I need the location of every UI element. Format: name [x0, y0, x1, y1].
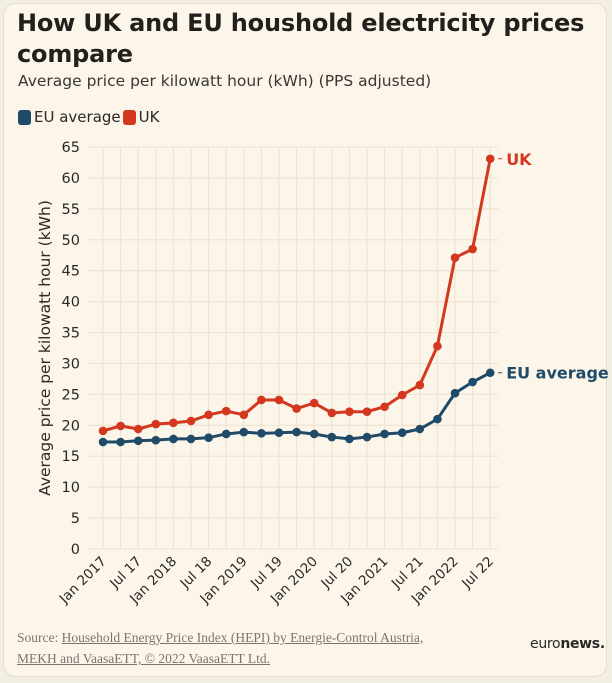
data-point-eu-average[interactable]: [98, 437, 108, 447]
data-point-uk[interactable]: [292, 404, 301, 413]
y-tick-label: 65: [62, 140, 80, 156]
data-point-eu-average[interactable]: [292, 427, 301, 437]
y-tick-label: 40: [62, 295, 80, 311]
data-point-uk[interactable]: [133, 424, 143, 434]
x-tick-label: Jul 22: [458, 554, 497, 593]
data-point-uk[interactable]: [98, 426, 108, 436]
series-eu-average: EU average: [98, 364, 609, 447]
data-point-uk[interactable]: [450, 253, 460, 263]
y-axis-ticks: 0 5 10 15 20 25 30 35 40 45 50 55 60 65: [62, 140, 80, 558]
source-link[interactable]: Household Energy Price Index (HEPI) by E…: [17, 630, 424, 666]
y-tick-label: 55: [62, 202, 80, 218]
data-point-eu-average[interactable]: [485, 368, 495, 378]
data-point-eu-average[interactable]: [151, 435, 161, 445]
y-axis-label: Average price per kilowatt hour (kWh): [36, 200, 54, 496]
data-point-eu-average[interactable]: [221, 429, 231, 439]
y-tick-label: 0: [71, 542, 80, 558]
data-point-uk[interactable]: [468, 244, 477, 254]
data-point-uk[interactable]: [362, 407, 372, 417]
data-point-uk[interactable]: [169, 418, 178, 428]
data-point-eu-average[interactable]: [327, 432, 337, 442]
data-point-uk[interactable]: [221, 406, 231, 416]
legend-swatch-eu: [18, 109, 31, 125]
data-point-uk[interactable]: [151, 419, 161, 429]
data-point-uk[interactable]: [239, 410, 249, 420]
data-point-uk[interactable]: [380, 402, 389, 412]
data-point-uk[interactable]: [345, 407, 354, 417]
series-lines: EU average UK: [98, 150, 609, 447]
data-point-eu-average[interactable]: [433, 414, 442, 424]
data-point-eu-average[interactable]: [204, 433, 213, 442]
data-point-eu-average[interactable]: [257, 429, 266, 438]
data-point-uk[interactable]: [485, 154, 495, 164]
data-point-eu-average[interactable]: [397, 428, 407, 438]
end-label-eu-average: EU average: [506, 364, 609, 383]
data-point-eu-average[interactable]: [169, 434, 178, 444]
data-point-uk[interactable]: [257, 395, 266, 405]
end-label-uk: UK: [506, 150, 532, 169]
euronews-logo: euronews.: [530, 636, 605, 652]
data-point-eu-average[interactable]: [468, 377, 477, 387]
data-point-uk[interactable]: [327, 408, 337, 418]
data-point-eu-average[interactable]: [116, 437, 125, 447]
legend-item-uk[interactable]: UK: [122, 108, 160, 126]
data-point-eu-average[interactable]: [450, 388, 460, 398]
source-prefix: Source:: [17, 630, 62, 645]
legend-label-eu: EU average: [34, 108, 121, 126]
data-point-eu-average[interactable]: [309, 429, 319, 439]
data-point-eu-average[interactable]: [274, 428, 284, 438]
data-point-eu-average[interactable]: [133, 436, 143, 446]
data-point-eu-average[interactable]: [380, 429, 389, 439]
legend-item-eu[interactable]: EU average: [18, 108, 121, 126]
y-tick-label: 50: [62, 233, 80, 249]
chart-card: [3, 3, 607, 677]
source-note: Source: Household Energy Price Index (HE…: [17, 627, 457, 669]
data-point-uk[interactable]: [397, 390, 407, 400]
data-point-uk[interactable]: [204, 410, 213, 420]
y-tick-label: 35: [62, 326, 80, 342]
y-tick-label: 45: [62, 264, 80, 280]
y-tick-label: 10: [62, 480, 80, 496]
legend-swatch-uk: [122, 109, 136, 125]
data-point-uk[interactable]: [433, 341, 442, 351]
x-tick-label: Jan 2017: [56, 554, 110, 608]
y-tick-label: 5: [71, 511, 80, 527]
y-tick-label: 30: [62, 356, 80, 372]
data-point-uk[interactable]: [309, 398, 319, 408]
legend: EU average UK: [18, 108, 161, 126]
data-point-eu-average[interactable]: [415, 424, 425, 434]
y-tick-label: 15: [62, 449, 80, 465]
series-uk: UK: [98, 150, 532, 436]
data-point-uk[interactable]: [116, 421, 125, 431]
y-tick-label: 60: [62, 171, 80, 187]
data-point-uk[interactable]: [274, 395, 284, 405]
chart-title: How UK and EU houshold electricity price…: [17, 9, 585, 68]
legend-label-uk: UK: [138, 108, 160, 126]
data-point-eu-average[interactable]: [345, 434, 354, 444]
data-point-eu-average[interactable]: [362, 432, 372, 442]
chart-subtitle: Average price per kilowatt hour (kWh) (P…: [18, 72, 432, 90]
y-tick-label: 25: [62, 387, 80, 403]
data-point-uk[interactable]: [415, 380, 425, 390]
data-point-eu-average[interactable]: [186, 434, 196, 444]
y-tick-label: 20: [62, 418, 80, 434]
data-point-uk[interactable]: [186, 416, 196, 426]
data-point-eu-average[interactable]: [239, 427, 249, 437]
